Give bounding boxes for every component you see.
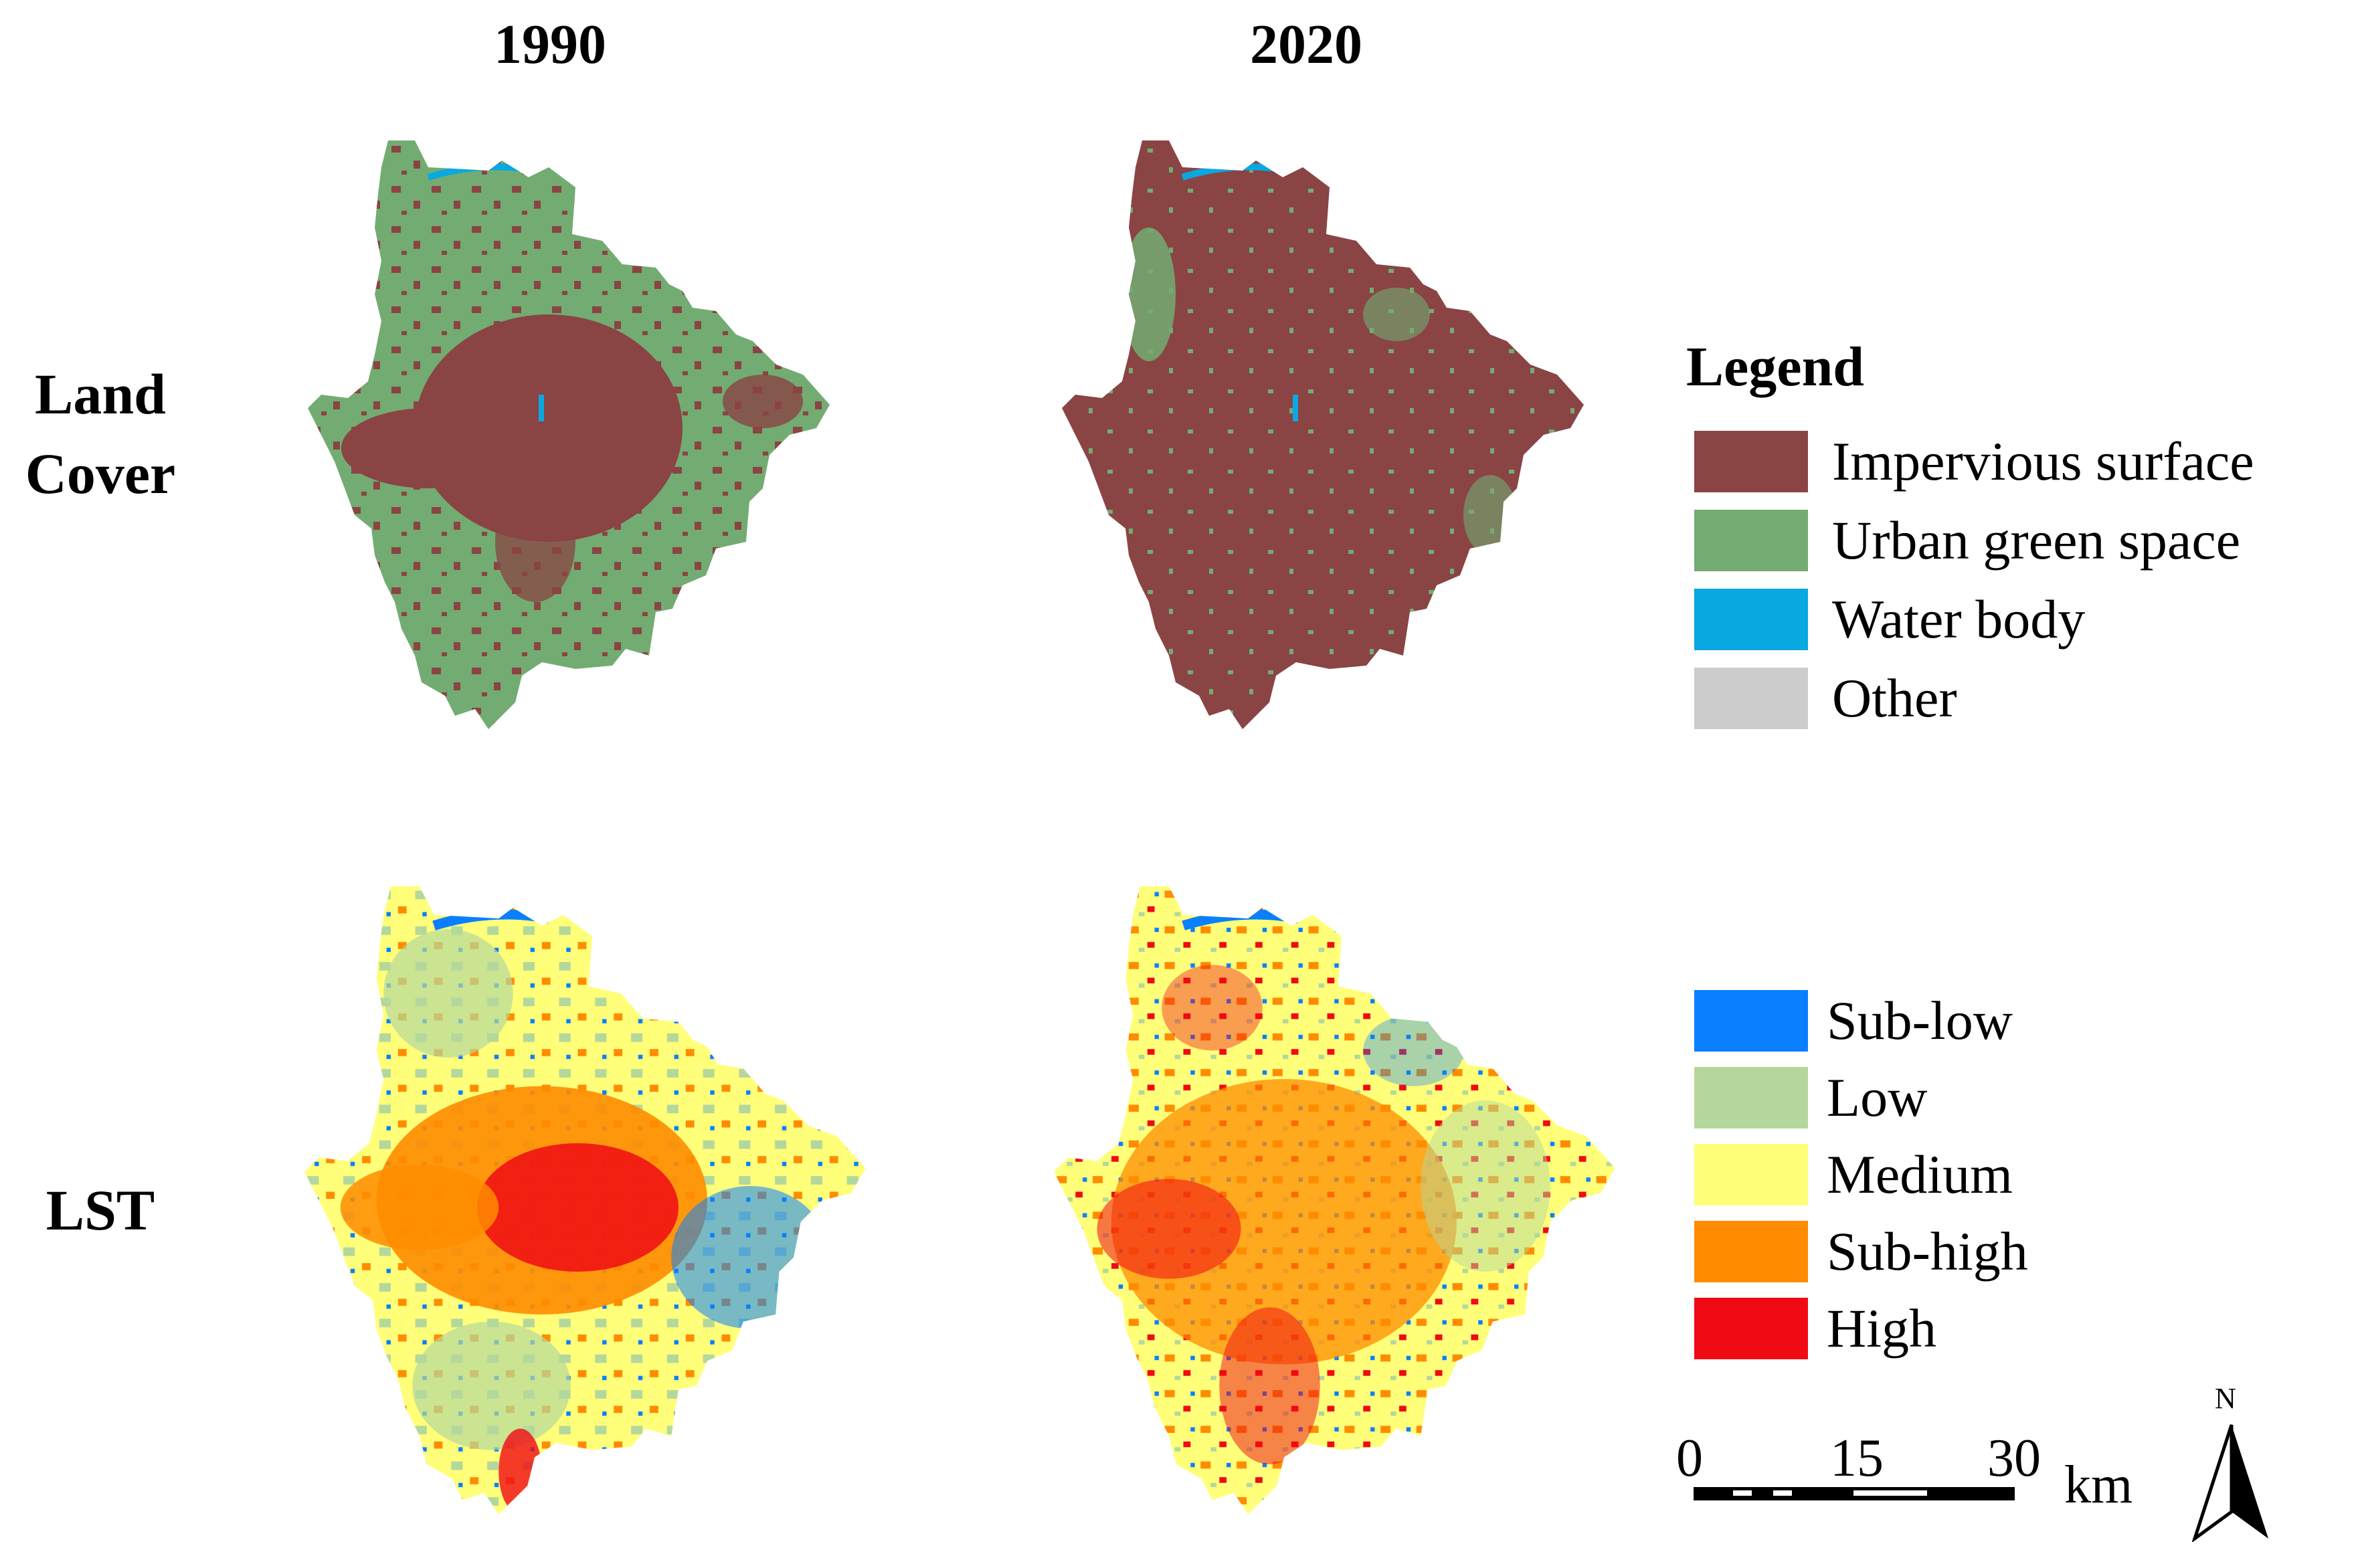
- legend-item-impervious-surface: Impervious surface: [1694, 431, 2254, 492]
- lst-map-1990: [304, 886, 866, 1514]
- legend-label: Urban green space: [1832, 510, 2241, 571]
- legend-swatch: [1694, 589, 1808, 650]
- lst-map-2020: [1054, 886, 1615, 1514]
- scale-unit: km: [2064, 1456, 2133, 1514]
- legend-label: Impervious surface: [1832, 431, 2254, 492]
- row-label-land-cover: Land Cover: [25, 362, 176, 506]
- scale-tick-30: 30: [1987, 1429, 2041, 1488]
- legend-label: Medium: [1827, 1144, 2013, 1205]
- scale-tick-0: 0: [1676, 1429, 1703, 1488]
- legend-swatch: [1694, 431, 1808, 492]
- legend-swatch: [1694, 990, 1808, 1052]
- legend-swatch: [1694, 510, 1808, 571]
- scale-tick-15: 15: [1830, 1429, 1884, 1488]
- scale-bar-graphic: [1694, 1487, 2015, 1500]
- legend-label: Water body: [1832, 589, 2086, 650]
- legend-item-other: Other: [1694, 668, 1957, 729]
- legend-label: Sub-low: [1827, 990, 2013, 1051]
- legend-swatch: [1694, 668, 1808, 729]
- legend-item-sub-low: Sub-low: [1694, 990, 2013, 1052]
- legend-title: Legend: [1686, 336, 1865, 398]
- legend-label: Low: [1827, 1067, 1928, 1128]
- north-label: N: [2215, 1382, 2236, 1415]
- row-label-lst: LST: [46, 1178, 155, 1242]
- legend-item-urban-green-space: Urban green space: [1694, 510, 2240, 571]
- legend-item-water-body: Water body: [1694, 589, 2085, 650]
- legend-swatch: [1694, 1144, 1808, 1205]
- legend-swatch: [1694, 1067, 1808, 1129]
- legend-item-sub-high: Sub-high: [1694, 1221, 2028, 1282]
- legend-label: Other: [1832, 668, 1957, 728]
- legend-item-low: Low: [1694, 1067, 1927, 1129]
- legend-item-high: High: [1694, 1298, 1936, 1359]
- column-title-2020: 2020: [1250, 13, 1362, 76]
- legend-label: Sub-high: [1827, 1221, 2028, 1282]
- column-title-1990: 1990: [494, 13, 606, 76]
- legend-label: High: [1827, 1298, 1936, 1359]
- legend-swatch: [1694, 1221, 1808, 1282]
- legend-swatch: [1694, 1298, 1808, 1359]
- land-cover-map-2020: [1062, 140, 1584, 729]
- legend-item-medium: Medium: [1694, 1144, 2013, 1205]
- north-arrow-icon: [2191, 1424, 2268, 1542]
- land-cover-map-1990: [308, 140, 830, 729]
